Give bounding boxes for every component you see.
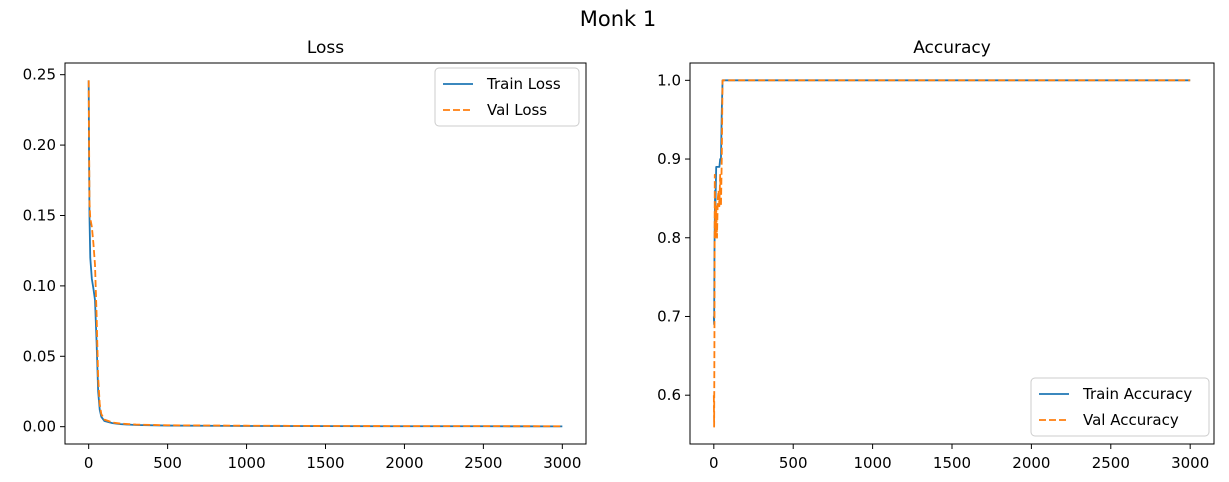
x-tick-label: 1000 bbox=[854, 454, 892, 472]
plot-area bbox=[87, 80, 563, 428]
x-tick-label: 500 bbox=[153, 454, 182, 472]
y-tick-label: 1.0 bbox=[657, 71, 681, 89]
y-tick-label: 0.15 bbox=[23, 206, 56, 224]
y-tick-label: 0.20 bbox=[23, 136, 56, 154]
y-tick-label: 0.7 bbox=[657, 307, 681, 325]
x-tick-label: 2500 bbox=[1092, 454, 1130, 472]
legend: Train Loss Val Loss bbox=[434, 67, 580, 127]
x-tick-label: 2000 bbox=[385, 454, 423, 472]
x-tick-label: 2500 bbox=[464, 454, 502, 472]
x-tick-label: 0 bbox=[709, 454, 719, 472]
y-tick-label: 0.8 bbox=[657, 229, 681, 247]
x-tick-label: 1500 bbox=[933, 454, 971, 472]
x-tick-label: 3000 bbox=[1171, 454, 1209, 472]
series-line-train-loss bbox=[87, 80, 563, 428]
accuracy-chart: Accuracy 0 500 1000 1500 2000 2500 3000 0.6 0.7 0.… bbox=[657, 38, 1215, 472]
legend-label-train-accuracy: Train Accuracy bbox=[1082, 385, 1192, 403]
y-tick-label: 0.05 bbox=[23, 347, 56, 365]
legend-box bbox=[1030, 377, 1210, 437]
legend-box bbox=[434, 67, 580, 127]
series-line-val-loss bbox=[87, 80, 563, 428]
legend-label-train-loss: Train Loss bbox=[486, 75, 561, 93]
x-tick-label: 1000 bbox=[227, 454, 265, 472]
legend-label-val-loss: Val Loss bbox=[487, 101, 547, 119]
chart-title: Loss bbox=[307, 38, 344, 58]
y-tick-label: 0.10 bbox=[23, 277, 56, 295]
x-tick-label: 3000 bbox=[543, 454, 581, 472]
plot-area bbox=[712, 79, 1191, 428]
x-tick-label: 0 bbox=[84, 454, 94, 472]
legend: Train Accuracy Val Accuracy bbox=[1030, 377, 1210, 437]
loss-chart: Loss 0 500 1000 1500 2000 2500 3000 0.00 0.05 0.10… bbox=[23, 38, 587, 472]
x-tick-label: 2000 bbox=[1012, 454, 1050, 472]
series-line-train-accuracy bbox=[712, 79, 1191, 326]
legend-label-val-accuracy: Val Accuracy bbox=[1083, 411, 1179, 429]
y-tick-label: 0.9 bbox=[657, 150, 681, 168]
y-tick-label: 0.6 bbox=[657, 386, 681, 404]
figure-title: Monk 1 bbox=[580, 7, 656, 31]
series-line-val-accuracy bbox=[712, 79, 1191, 428]
x-tick-label: 500 bbox=[779, 454, 808, 472]
y-tick-label: 0.00 bbox=[23, 418, 56, 436]
y-tick-label: 0.25 bbox=[23, 66, 56, 84]
chart-title: Accuracy bbox=[913, 38, 991, 58]
x-tick-label: 1500 bbox=[306, 454, 344, 472]
